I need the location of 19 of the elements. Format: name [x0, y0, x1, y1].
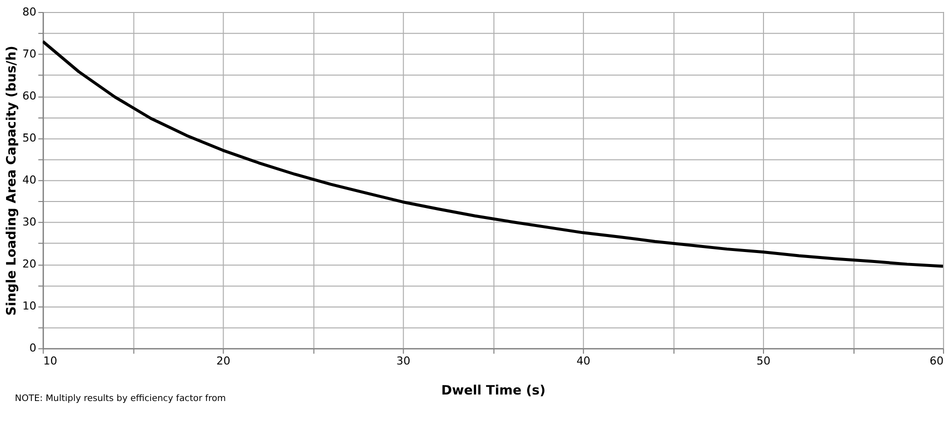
x-tick-label: 50	[756, 354, 770, 368]
text: NOTE: Multiply results by efficiency factor from	[14, 394, 226, 404]
x-tick-label: 10	[43, 354, 58, 368]
y-tick-label: 0	[29, 342, 36, 355]
y-tick-label: 20	[22, 258, 36, 271]
y-tick-label: 70	[22, 48, 36, 61]
x-tick-label: 20	[216, 354, 230, 368]
x-tick-label: 60	[930, 354, 944, 368]
y-axis-title: Single Loading Area Capacity (bus/h)	[4, 46, 20, 316]
y-tick-label: 80	[22, 5, 36, 18]
x-tick-label: 40	[576, 354, 590, 368]
y-tick-label: 40	[22, 174, 36, 187]
y-tick-label: 50	[22, 132, 36, 145]
x-tick-label: 30	[396, 354, 410, 368]
y-tick-label: 60	[22, 90, 36, 103]
line-series	[42, 40, 944, 268]
y-tick-label: 30	[22, 216, 36, 229]
y-tick-label: 10	[22, 300, 36, 313]
x-axis-title: Dwell Time (s)	[441, 384, 546, 398]
